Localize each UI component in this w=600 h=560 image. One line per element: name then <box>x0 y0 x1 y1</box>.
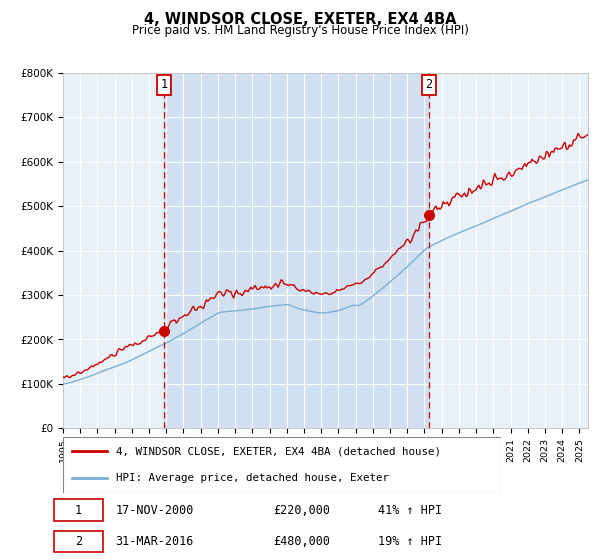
Text: 2: 2 <box>425 78 433 91</box>
FancyBboxPatch shape <box>53 500 103 521</box>
Text: HPI: Average price, detached house, Exeter: HPI: Average price, detached house, Exet… <box>116 473 389 483</box>
Text: 1: 1 <box>161 78 168 91</box>
FancyBboxPatch shape <box>53 531 103 552</box>
Text: 4, WINDSOR CLOSE, EXETER, EX4 4BA: 4, WINDSOR CLOSE, EXETER, EX4 4BA <box>144 12 456 27</box>
Text: 41% ↑ HPI: 41% ↑ HPI <box>378 503 442 517</box>
Text: 31-MAR-2016: 31-MAR-2016 <box>115 535 194 548</box>
Text: £220,000: £220,000 <box>273 503 330 517</box>
Text: Price paid vs. HM Land Registry's House Price Index (HPI): Price paid vs. HM Land Registry's House … <box>131 24 469 36</box>
Bar <box>164 73 429 428</box>
FancyBboxPatch shape <box>63 437 501 493</box>
Text: 2: 2 <box>75 535 82 548</box>
Text: 17-NOV-2000: 17-NOV-2000 <box>115 503 194 517</box>
Text: 19% ↑ HPI: 19% ↑ HPI <box>378 535 442 548</box>
Text: £480,000: £480,000 <box>273 535 330 548</box>
Text: 1: 1 <box>75 503 82 517</box>
Text: 4, WINDSOR CLOSE, EXETER, EX4 4BA (detached house): 4, WINDSOR CLOSE, EXETER, EX4 4BA (detac… <box>116 446 440 456</box>
